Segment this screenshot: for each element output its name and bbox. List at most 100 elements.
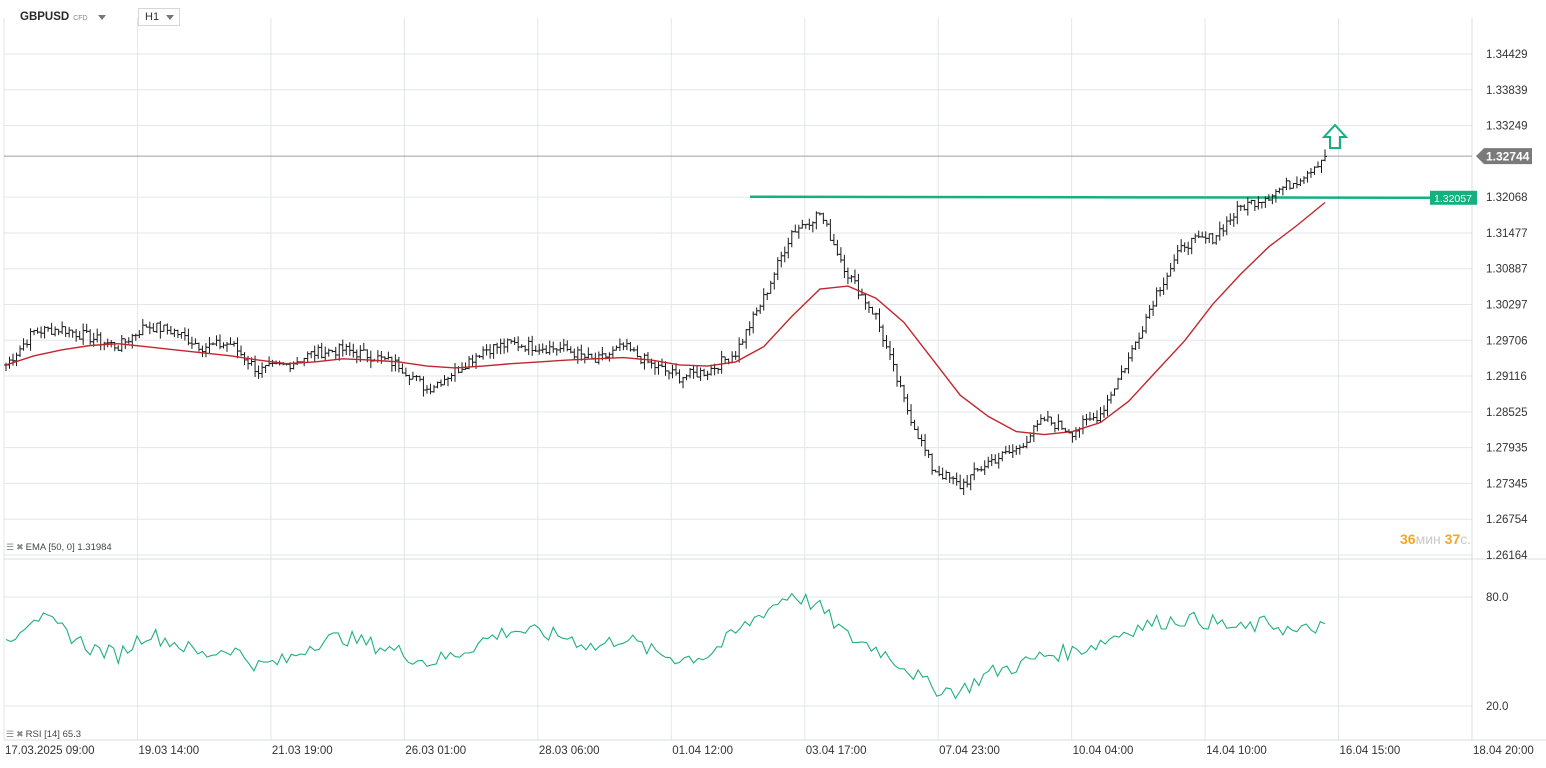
ohlc-bar [1014,445,1019,455]
ohlc-bar [642,353,647,370]
ohlc-bar [449,372,454,382]
ohlc-bar [1207,233,1212,244]
close-icon[interactable]: ✖ [16,729,23,739]
ohlc-bar [979,466,984,472]
ohlc-bar [98,332,103,351]
ohlc-bar [1070,431,1075,443]
ohlc-bar [186,328,191,346]
ohlc-bar [1112,388,1117,396]
ohlc-bar [568,346,573,354]
ohlc-bar [912,419,917,431]
ohlc-bar [424,385,429,394]
time-tick-label: 01.04 12:00 [672,745,733,757]
ohlc-bar [344,343,349,356]
ohlc-bar [554,348,559,356]
countdown-minutes-unit: мин [1415,531,1441,547]
time-tick-label: 10.04 04:00 [1073,745,1134,757]
ohlc-bar [498,338,503,355]
time-tick-label: 21.03 19:00 [272,745,333,757]
ohlc-bar [691,365,696,379]
ohlc-bar [1158,287,1163,297]
ohlc-bar [354,349,359,364]
ohlc-bar [428,383,433,395]
settings-icon[interactable]: ☰ [6,542,14,552]
price-tick-label: 1.27935 [1486,443,1528,455]
candle-countdown: 36мин 37с. [1400,531,1471,547]
ohlc-bar [579,344,584,361]
ema-indicator-tag[interactable]: ☰ ✖ EMA [50, 0] 1.31984 [6,542,112,553]
current-price-badge: 1.32744 [1476,148,1532,165]
ohlc-bar [1119,365,1124,381]
level-price-label: 1.32057 [1434,193,1472,205]
ohlc-bar [260,362,265,378]
ohlc-bar [1210,233,1215,245]
ohlc-bar [684,374,689,381]
ohlc-bar [898,375,903,388]
ohlc-bar [347,342,352,356]
ohlc-bar [716,367,721,374]
ohlc-bar [1277,187,1282,194]
resistance-level-line[interactable] [4,155,1472,200]
ohlc-bar [923,433,928,457]
ohlc-bar [870,306,875,315]
ohlc-bar [972,462,977,481]
close-icon[interactable]: ✖ [16,542,23,552]
ohlc-bar [1084,413,1089,426]
ohlc-bar [561,338,566,352]
ohlc-bar [982,460,987,475]
chevron-down-icon [166,14,174,20]
timeframe-label: H1 [145,11,160,23]
ohlc-bar [965,475,970,488]
ema-path [5,201,1326,436]
price-tick-label: 1.33249 [1486,121,1528,133]
ohlc-bar [361,342,366,351]
ohlc-bar [70,329,75,338]
ohlc-bar [681,376,686,389]
ohlc-bar [351,343,356,358]
ohlc-bar [996,452,1001,469]
rsi-indicator-tag[interactable]: ☰ ✖ RSI [14] 65.3 [6,729,81,740]
ohlc-bar [203,343,208,358]
ohlc-bar [758,304,763,314]
countdown-minutes: 36 [1400,531,1416,547]
ohlc-bar [1133,341,1138,351]
resistance-line [749,195,1431,200]
price-tick-label: 1.34429 [1486,49,1528,61]
symbol-selector[interactable]: GBPUSD CFD [20,8,106,26]
ohlc-bar [393,354,398,372]
rsi-path [5,592,1326,700]
ohlc-bar [1315,161,1320,168]
ohlc-bar [316,344,321,359]
ohlc-bar [158,320,163,339]
ohlc-bar [333,346,338,360]
ohlc-bar [168,325,173,335]
ohlc-bar [1298,178,1303,187]
time-tick-label: 19.03 14:00 [138,745,199,757]
price-tick-label: 1.29116 [1486,371,1527,383]
ohlc-bar [695,365,700,378]
ohlc-bar [1294,176,1299,189]
ohlc-bar [1091,412,1096,421]
ohlc-bar [768,280,773,294]
ohlc-bar [1154,287,1159,307]
ohlc-bar [842,254,847,279]
ohlc-bar [891,347,896,372]
ohlc-bar [323,346,328,362]
ohlc-bar [1186,241,1191,256]
ohlc-bar [67,326,72,338]
ohlc-bar [667,370,672,380]
ohlc-bar [1010,444,1015,459]
ohlc-bar [84,323,89,334]
ohlc-bar [1126,352,1131,374]
ohlc-bar [1231,213,1236,227]
ohlc-bar [863,294,868,310]
ohlc-bar [207,336,212,354]
ohlc-bar [1179,239,1184,253]
ohlc-bar [189,336,194,349]
timeframe-selector[interactable]: H1 [138,8,180,26]
settings-icon[interactable]: ☰ [6,729,14,739]
ohlc-bar [35,327,40,334]
ohlc-bar [1038,414,1043,425]
ohlc-bar [1305,170,1310,183]
